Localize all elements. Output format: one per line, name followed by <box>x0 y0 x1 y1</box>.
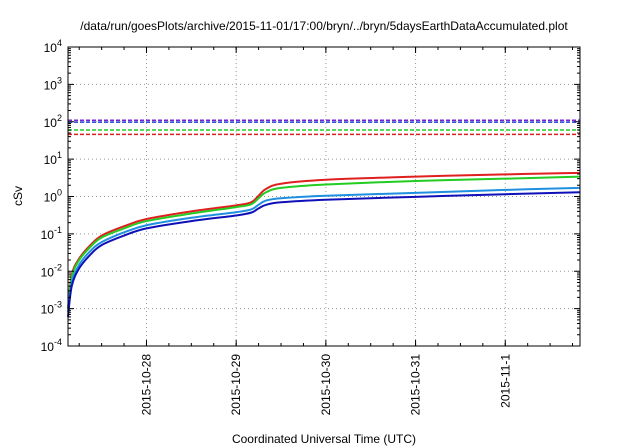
x-tick-label: 2015-10-31 <box>409 354 423 416</box>
chart-title: /data/run/goesPlots/archive/2015-11-01/1… <box>80 19 568 33</box>
series-line <box>67 186 581 313</box>
series-line <box>67 191 581 318</box>
x-tick-label: 2015-10-29 <box>229 354 243 416</box>
series-lines <box>67 171 581 318</box>
y-axis-ticks: 10-4 10-3 10-2 10-1 100 101 102 103 104 <box>41 38 580 354</box>
series-line <box>67 175 581 309</box>
y-tick-label: 100 <box>44 188 62 205</box>
y-tick-label: 10-2 <box>41 262 62 279</box>
y-tick-label: 10-3 <box>41 300 62 317</box>
x-axis-label: Coordinated Universal Time (UTC) <box>232 432 416 446</box>
y-tick-label: 101 <box>44 150 62 167</box>
y-tick-label: 103 <box>44 75 62 92</box>
threshold-lines <box>68 119 580 136</box>
y-tick-label: 102 <box>44 113 62 130</box>
x-tick-label: 2015-11-1 <box>498 354 512 408</box>
y-tick-label: 10-1 <box>41 225 62 242</box>
series-line <box>67 171 581 309</box>
x-axis-ticks: 2015-10-28 2015-10-29 2015-10-30 2015-10-31… <box>78 47 574 416</box>
x-tick-label: 2015-10-30 <box>319 354 333 416</box>
y-tick-label: 10-4 <box>41 337 62 354</box>
y-axis-label: cSv <box>11 186 25 206</box>
y-tick-label: 104 <box>44 38 62 55</box>
x-tick-label: 2015-10-28 <box>139 354 153 416</box>
